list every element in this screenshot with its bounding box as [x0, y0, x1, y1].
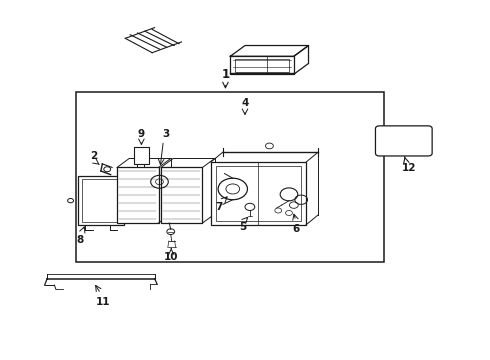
Text: 8: 8	[77, 234, 84, 244]
Text: 11: 11	[96, 297, 111, 307]
Text: 4: 4	[241, 98, 249, 108]
Bar	[117, 167, 159, 223]
Bar	[82, 179, 121, 222]
Bar	[134, 147, 149, 164]
Text: 5: 5	[239, 222, 246, 232]
Text: 12: 12	[401, 163, 416, 173]
Text: 3: 3	[162, 129, 170, 139]
Text: 6: 6	[293, 224, 300, 234]
Bar	[76, 92, 384, 262]
Text: 9: 9	[138, 129, 145, 139]
Text: 10: 10	[164, 252, 178, 262]
Bar	[235, 59, 289, 72]
FancyBboxPatch shape	[375, 126, 432, 156]
Bar	[161, 167, 202, 223]
Bar	[78, 176, 124, 225]
Bar	[216, 166, 301, 221]
Bar	[211, 162, 306, 225]
Text: 7: 7	[216, 202, 223, 212]
Text: 1: 1	[221, 68, 229, 81]
Text: 2: 2	[90, 151, 97, 161]
